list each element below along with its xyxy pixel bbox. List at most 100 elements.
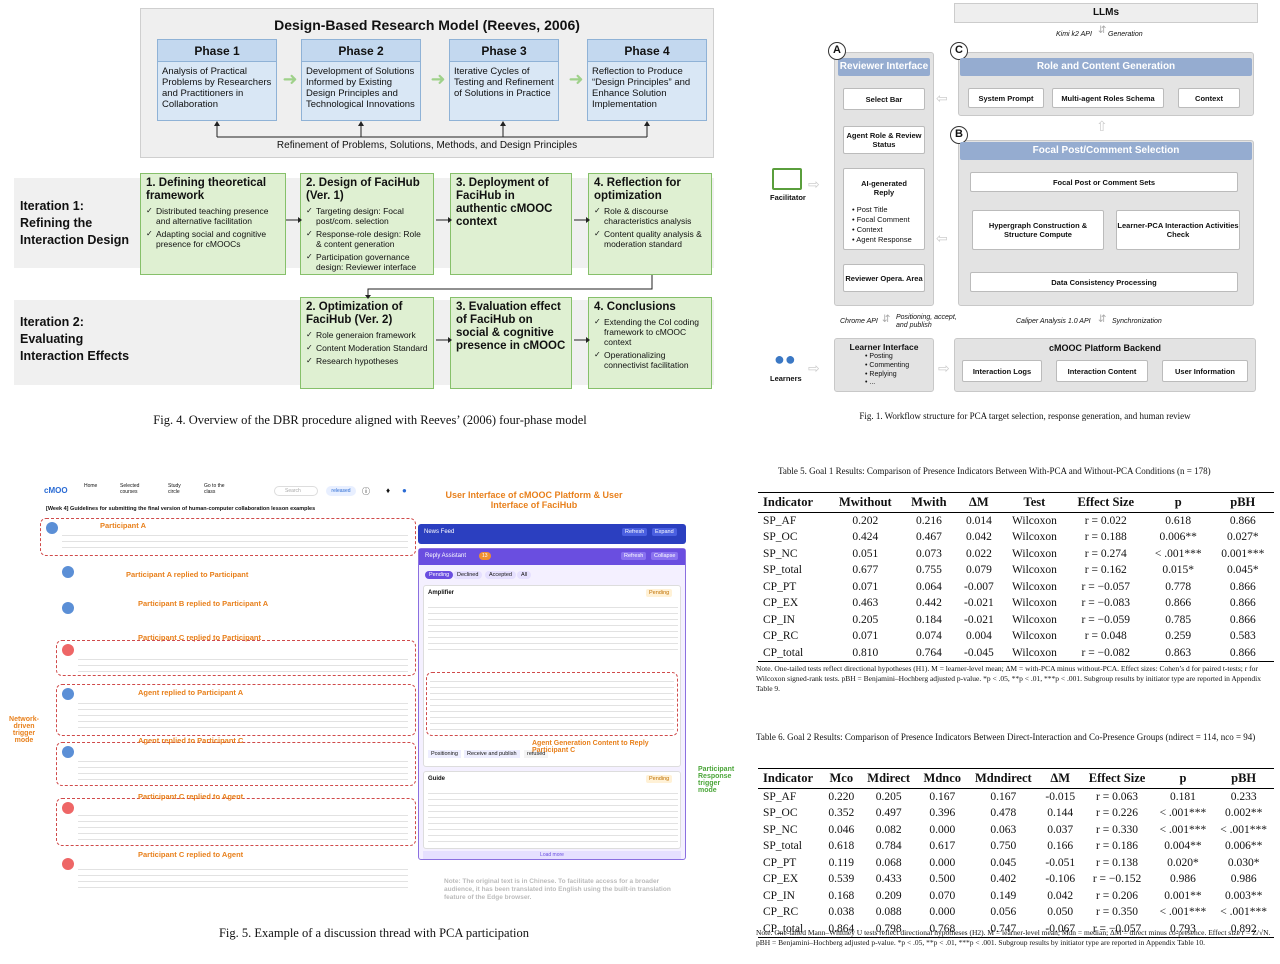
table-cell: Wilcoxon [1011,531,1057,544]
table-cell: 0.866 [1229,515,1256,527]
table-cell: 0.004 [965,630,992,643]
nav-study-circle[interactable]: Study circle [168,483,181,495]
table-cell: 0.046 [828,823,855,836]
search-input[interactable]: Search [274,486,318,496]
refinement-label: Refinement of Problems, Solutions, Metho… [276,140,578,151]
table-cell: CP_total [758,920,823,938]
positioning-label: Positioning, accept, and publish [896,314,957,329]
refresh-button[interactable]: Refresh [622,528,648,536]
table-row: CP_total 0.810 0.764 -0.045 Wilcoxon r = −0.0… [758,644,1274,662]
table-cell: 0.042 [1047,889,1074,902]
label-c: C [950,42,968,60]
bell-icon[interactable]: ♦ [386,486,391,495]
table-cell: -0.007 [964,580,994,593]
tag-b-replied: Participant B replied to Participant A [138,599,269,608]
table-cell: 0.216 [915,515,942,527]
column-header: p [1144,492,1212,513]
refresh-button[interactable]: Refresh [621,552,647,560]
table-cell: 0.037 [1047,823,1074,836]
table6-note: Note. One-tailed Mann–Whitney U tests re… [756,928,1271,947]
context-box: Context [1178,88,1240,108]
tag-a-replied: Participant A replied to Participant [126,570,249,579]
phase-1-label: Phase 1 [158,40,276,62]
table-row: SP_NC 0.046 0.082 0.000 0.063 0.037 r = 0.330 <… [758,822,1274,839]
highlight-participant-c [56,640,416,676]
phase-4-text: Reflection to Produce “Design Principles… [592,66,691,110]
expand-button[interactable]: Expand [652,528,677,536]
table-cell: CP_EX [763,597,799,610]
table-cell: 0.433 [875,873,902,886]
table-row: CP_PT 0.071 0.064 -0.007 Wilcoxon r = −0.057 0… [758,579,1274,596]
table-row: SP_total 0.618 0.784 0.617 0.750 0.166 r = 0.1… [758,838,1274,855]
filter-declined[interactable]: Declined [453,571,483,579]
box-heading: 4. Conclusions [594,301,676,313]
phase-3-text: Iterative Cycles of Testing and Refineme… [454,66,554,99]
table-cell: 0.618 [828,840,855,853]
nav-courses[interactable]: Selected courses [120,483,140,495]
table6-caption: Table 6. Goal 2 Results: Comparison of P… [756,732,1256,742]
filter-pending[interactable]: Pending [425,571,454,579]
table-cell: 0.500 [929,873,956,886]
iteration-1-label: Iteration 1: Refining the Interaction De… [20,199,130,247]
table-cell: 0.205 [875,791,902,803]
table-cell: 0.497 [875,807,902,820]
avatar[interactable]: ● [402,486,407,495]
table-cell: 0.866 [1211,644,1274,662]
table-cell: 0.793 [1152,920,1214,938]
table-header-row: Indicator Mco Mdirect Mdnco Mdndirect ΔM Effec… [758,768,1274,789]
reviewer-interface-header: Reviewer Interface [838,58,930,76]
table-cell: r = 0.063 [1096,791,1138,803]
amplifier-label: Amplifier [428,590,455,596]
table-header-row: Indicator Mwithout Mwith ΔM Test Effect Size p… [758,492,1274,513]
collapse-button[interactable]: Collapse [651,552,679,560]
nav-home[interactable]: Home [84,483,98,489]
fig1-caption: Fig. 1. Workflow structure for PCA targe… [859,411,1191,421]
receive-publish-button[interactable]: Receive and publish [464,750,520,758]
label-a: A [828,42,846,60]
table-cell: CP_PT [763,856,797,869]
label-b: B [950,126,968,144]
dbr-title: Design-Based Research Model (Reeves, 200… [274,17,580,33]
ai-reply-title: AI-generated Reply [861,179,907,197]
phase-4-label: Phase 4 [588,40,706,62]
comment-text [78,756,408,782]
table-cell: 0.070 [929,889,956,902]
help-icon[interactable]: ⓘ [362,487,370,496]
avatar [62,746,74,758]
table-row: CP_RC 0.038 0.088 0.000 0.056 0.050 r = 0.350 <… [758,904,1274,921]
filter-accepted[interactable]: Accepted [485,571,516,579]
table-cell: 0.030* [1227,856,1260,869]
table-cell: < .001*** [1159,906,1207,919]
refused-button[interactable]: refused [524,750,549,758]
filter-all[interactable]: All [517,571,532,579]
iter1-box-1: 1. Defining theoretical framework Distri… [140,173,286,275]
table-cell: 0.184 [915,613,942,626]
table6: Indicator Mco Mdirect Mdnco Mdndirect ΔM Effec… [758,768,1274,938]
table-cell: < .001*** [1220,823,1267,836]
table-row: CP_total 0.864 0.798 0.768 0.747 -0.067 r = −0… [758,920,1274,938]
table-cell: 0.747 [967,920,1039,938]
table-row: SP_NC 0.051 0.073 0.022 Wilcoxon r = 0.274 < .… [758,546,1274,563]
arrow-up-icon: ⇧ [1096,118,1108,134]
nav-class[interactable]: Go to the class [204,483,225,495]
box-item: Participation governance design: Reviewe… [306,252,428,272]
pending-badge: Pending [646,775,673,783]
table-cell: 0.074 [915,630,942,643]
multi-agent-box: Multi-agent Roles Schema [1052,88,1164,108]
caliper-label: Caliper Analysis 1.0 API [1016,318,1091,325]
table-row: CP_EX 0.463 0.442 -0.021 Wilcoxon r = −0.083 0… [758,595,1274,612]
sync-label: Synchronization [1112,318,1162,325]
released-badge[interactable]: released [326,486,356,496]
table-cell: CP_RC [763,906,799,919]
load-more-button[interactable]: Load more [423,851,681,859]
table-row: SP_AF 0.202 0.216 0.014 Wilcoxon r = 0.022 0.6… [758,513,1274,530]
table5-caption: Table 5. Goal 1 Results: Comparison of P… [778,466,1211,476]
positioning-button[interactable]: Positioning [428,750,461,758]
table-cell: r = 0.186 [1096,840,1138,853]
learner-pca-box: Learner-PCA Interaction Activities Check [1116,210,1240,250]
table-cell: Wilcoxon [1011,613,1057,626]
reply-assistant-header: Reply Assistant 13 Refresh Collapse [419,549,685,565]
comment-text [428,602,678,654]
table-cell: SP_AF [763,791,797,803]
table-cell: -0.106 [1045,873,1076,886]
